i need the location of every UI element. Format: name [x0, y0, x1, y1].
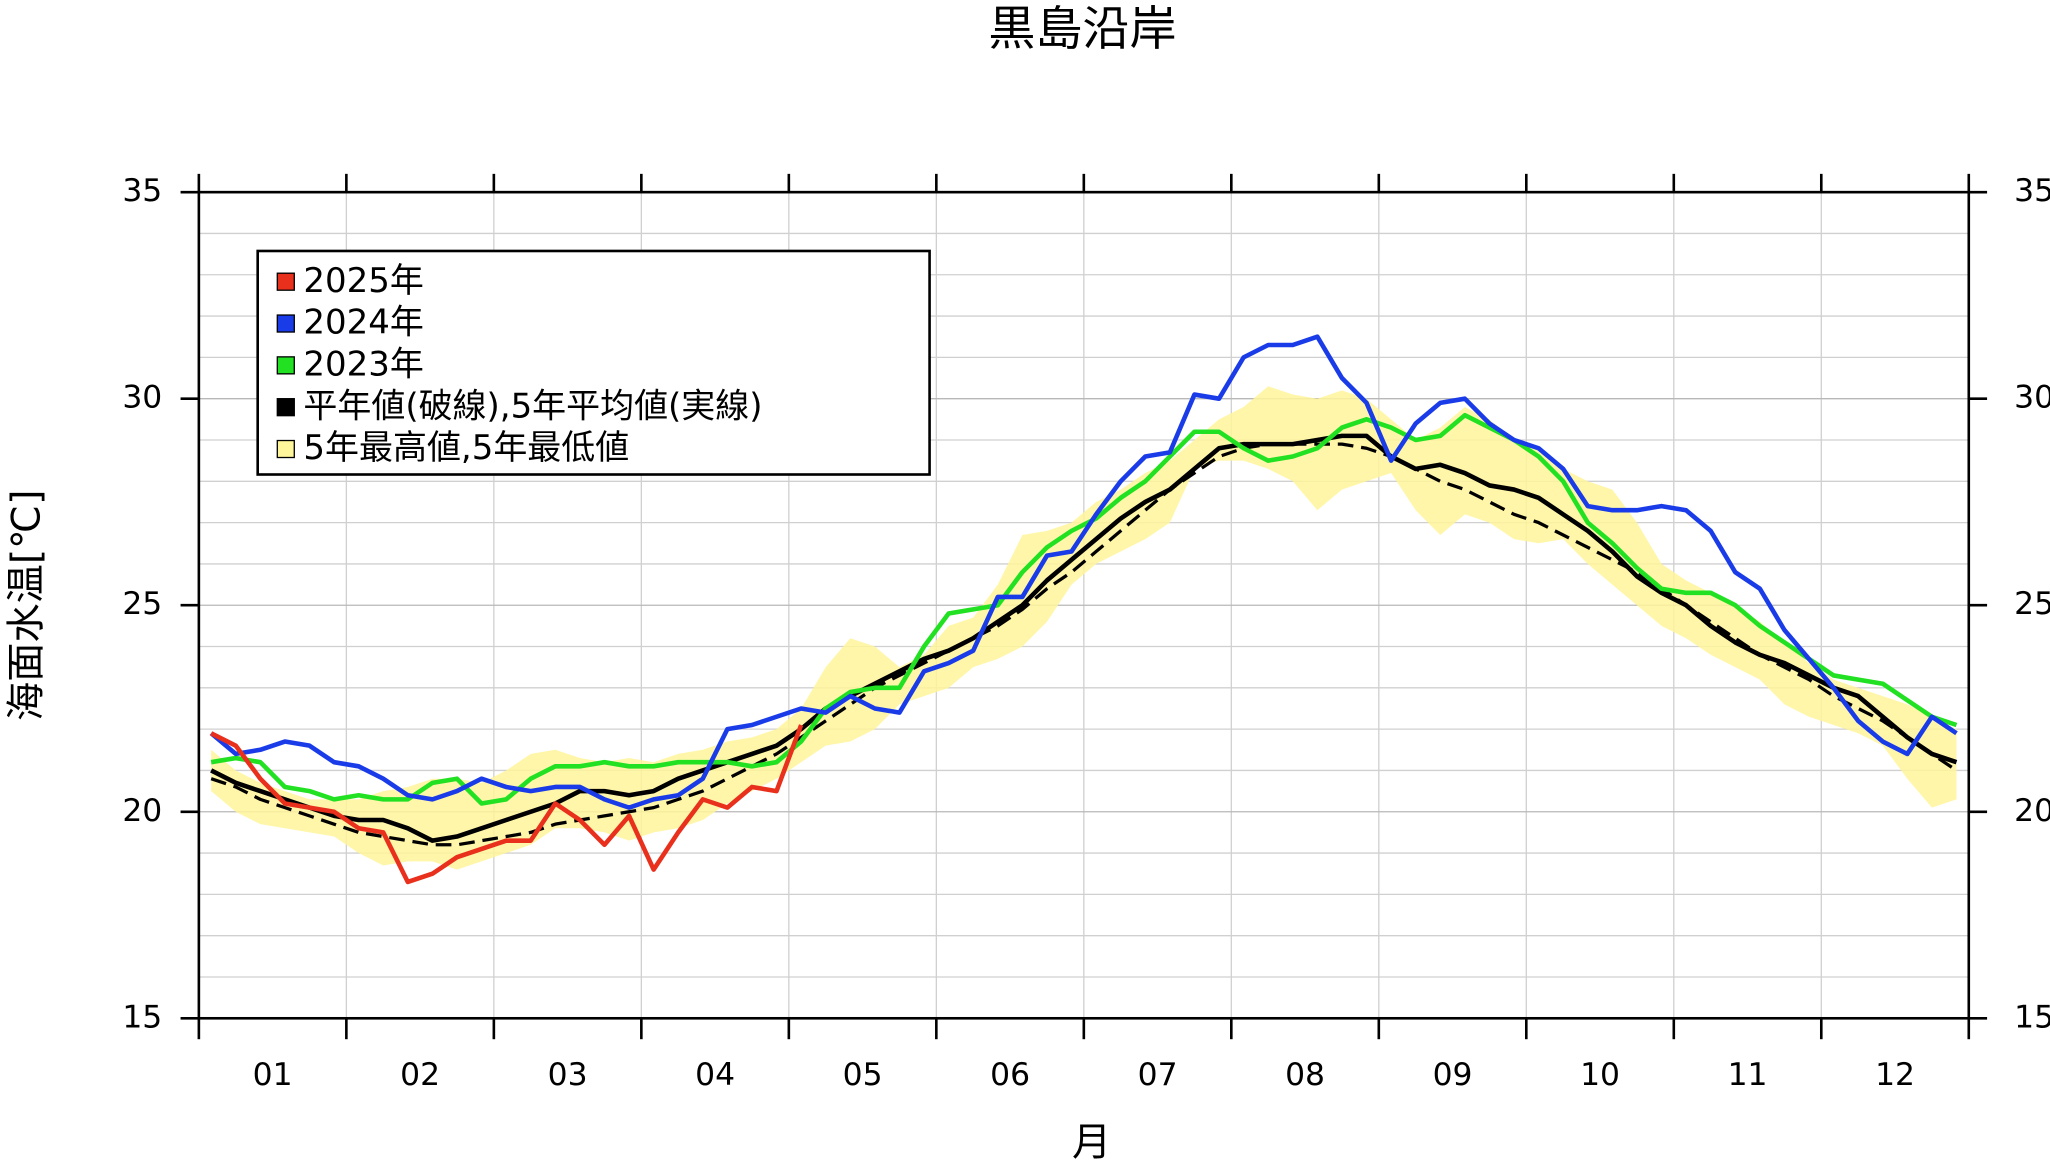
series-line: [209, 334, 1958, 810]
y2-tick-label: 15: [2014, 999, 2050, 1035]
x-tick-label: 01: [253, 1057, 293, 1093]
x-tick-label: 03: [548, 1057, 588, 1093]
y-tick-label: 35: [122, 173, 162, 209]
legend-label: 5年最高値,5年最低値: [303, 428, 629, 468]
x-tick-label: 05: [843, 1057, 883, 1093]
x-axis-label: 月: [1072, 1121, 1111, 1166]
legend-swatch: [276, 314, 295, 333]
legend-swatch: [276, 356, 295, 375]
x-tick-label: 10: [1580, 1057, 1620, 1093]
y-tick-label: 15: [122, 999, 162, 1035]
series-line: [210, 412, 1958, 806]
y-tick-label: 20: [122, 793, 162, 829]
chart-title: 黒島沿岸: [988, 2, 1176, 57]
y2-tick-label: 30: [2014, 380, 2050, 416]
y-tick-label: 30: [122, 380, 162, 416]
legend-swatch: [276, 439, 295, 459]
x-tick-label: 04: [695, 1057, 735, 1093]
x-tick-label: 12: [1875, 1057, 1915, 1093]
series-line: [210, 433, 1958, 843]
x-tick-label: 08: [1285, 1057, 1325, 1093]
y2-tick-label: 20: [2014, 793, 2050, 829]
y2-tick-label: 25: [2014, 586, 2050, 622]
legend-label: 平年値(破線),5年平均値(実線): [303, 386, 762, 426]
x-tick-label: 11: [1728, 1057, 1768, 1093]
range-band: [211, 386, 1957, 870]
y-axis-label: 海面水温[℃]: [4, 490, 49, 721]
y-tick-label: 25: [122, 586, 162, 622]
legend-label: 2025年: [303, 261, 423, 301]
x-tick-label: 02: [400, 1057, 440, 1093]
series-line: [210, 724, 804, 885]
legend-swatch: [276, 398, 295, 417]
y2-tick-label: 35: [2014, 173, 2050, 209]
legend-box: [256, 249, 931, 476]
x-tick-label: 06: [990, 1057, 1030, 1093]
plot-frame: [197, 190, 1971, 1020]
legend-swatch: [276, 272, 295, 291]
legend-label: 2024年: [303, 303, 423, 343]
legend-label: 2023年: [303, 345, 423, 385]
x-tick-label: 09: [1433, 1057, 1473, 1093]
x-tick-label: 07: [1138, 1057, 1178, 1093]
